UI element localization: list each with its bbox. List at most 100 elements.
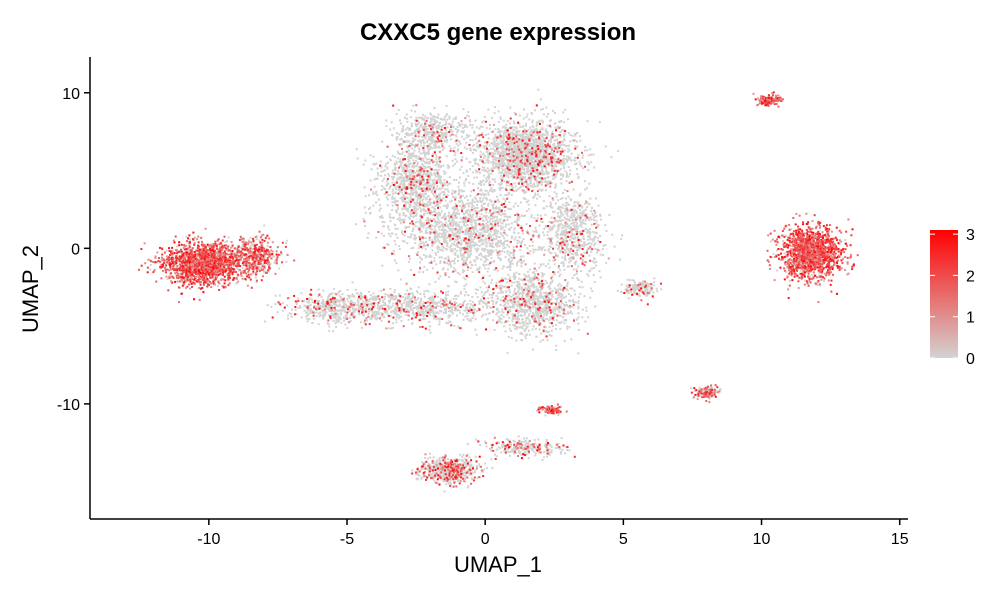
- cell-point: [435, 263, 438, 266]
- cell-point: [368, 194, 370, 197]
- cell-point: [561, 129, 564, 132]
- cell-point: [401, 240, 404, 242]
- cell-point: [535, 269, 538, 272]
- cell-point: [582, 219, 585, 222]
- cell-point: [408, 159, 411, 162]
- cell-point: [539, 153, 542, 156]
- cell-point: [574, 156, 576, 159]
- cell-point: [388, 213, 391, 216]
- cell-point: [409, 127, 411, 130]
- cell-point: [465, 257, 468, 260]
- cell-point: [408, 173, 411, 176]
- cell-point: [381, 140, 384, 143]
- cell-point: [461, 258, 464, 261]
- cell-point: [458, 221, 461, 224]
- cell-point: [391, 172, 394, 175]
- cell-point: [441, 118, 444, 121]
- cell-point: [513, 228, 516, 231]
- cell-point: [461, 156, 464, 159]
- cell-point: [550, 162, 553, 165]
- cell-point: [466, 230, 469, 233]
- cell-point: [486, 231, 489, 233]
- cell-point: [471, 151, 474, 154]
- cell-point: [599, 235, 602, 237]
- cell-point: [515, 303, 518, 306]
- cell-point: [514, 276, 517, 279]
- cell-point: [499, 189, 502, 191]
- cell-point: [448, 214, 451, 217]
- cell-point: [415, 178, 418, 181]
- cell-point: [569, 156, 571, 159]
- cell-point: [568, 218, 570, 221]
- cell-point: [567, 265, 569, 268]
- cell-point: [530, 176, 533, 179]
- cell-point: [504, 128, 507, 131]
- cell-point: [512, 254, 515, 257]
- cell-point: [421, 202, 424, 205]
- cell-point: [399, 190, 401, 193]
- cell-point: [569, 239, 571, 241]
- cell-point: [580, 230, 583, 233]
- cell-point: [555, 234, 558, 237]
- cell-point: [576, 173, 579, 176]
- cell-point: [444, 241, 447, 244]
- cell-point: [553, 224, 556, 227]
- cell-point: [582, 222, 585, 225]
- cell-point: [431, 141, 434, 144]
- cell-point: [412, 187, 415, 190]
- cell-point: [417, 286, 420, 289]
- cell-point: [447, 268, 449, 271]
- cell-point: [544, 305, 547, 308]
- cell-point: [385, 184, 388, 187]
- cell-point: [429, 148, 431, 151]
- cell-point: [402, 212, 405, 214]
- cell-point: [461, 257, 464, 260]
- cell-point: [525, 157, 528, 160]
- cell-point: [501, 157, 504, 160]
- cell-point: [407, 179, 410, 182]
- cell-point: [490, 281, 493, 284]
- cell-point: [499, 299, 502, 302]
- cell-point: [521, 142, 524, 145]
- cell-point: [523, 181, 526, 184]
- cell-point: [409, 197, 412, 200]
- cell-point: [369, 212, 372, 215]
- cell-point: [396, 200, 399, 203]
- cell-point: [459, 168, 462, 171]
- cell-point: [388, 193, 391, 196]
- cell-point: [387, 244, 390, 246]
- cell-point: [518, 146, 521, 149]
- cell-point: [582, 235, 585, 238]
- cell-point: [587, 243, 590, 246]
- cell-point: [436, 116, 439, 118]
- cell-point: [536, 146, 539, 149]
- cell-point: [410, 247, 413, 250]
- cell-point: [524, 139, 527, 142]
- cell-point: [583, 251, 586, 254]
- cell-point: [484, 255, 487, 258]
- cell-point: [533, 154, 536, 157]
- cell-point: [470, 206, 473, 209]
- cell-point: [540, 291, 543, 294]
- cell-point: [557, 321, 560, 324]
- cell-point: [501, 226, 504, 229]
- cell-point: [504, 158, 507, 161]
- cell-point: [548, 248, 550, 251]
- cell-point: [550, 206, 553, 209]
- cell-point: [440, 256, 443, 259]
- cell-point: [497, 230, 500, 233]
- cell-point: [598, 270, 601, 273]
- cell-point: [423, 203, 426, 206]
- cell-point: [548, 162, 551, 165]
- cell-point: [528, 158, 530, 161]
- cell-point: [453, 243, 456, 246]
- cell-point: [557, 226, 560, 229]
- cell-point: [529, 170, 532, 173]
- cell-point: [524, 132, 527, 135]
- cell-point: [549, 126, 552, 129]
- cell-point: [439, 260, 442, 263]
- cell-point: [567, 166, 570, 168]
- cell-point: [557, 308, 560, 311]
- cell-point: [488, 144, 491, 147]
- cell-point: [411, 155, 414, 158]
